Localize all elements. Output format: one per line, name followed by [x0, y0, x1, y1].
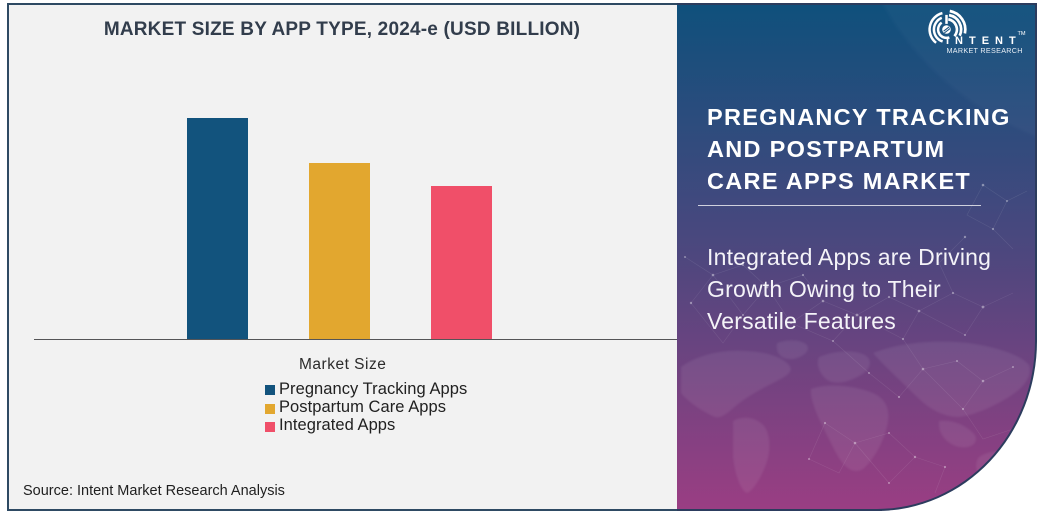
svg-text:MARKET RESEARCH: MARKET RESEARCH — [947, 46, 1023, 55]
svg-text:TM: TM — [1018, 31, 1026, 37]
svg-text:INTENT: INTENT — [946, 35, 1022, 47]
